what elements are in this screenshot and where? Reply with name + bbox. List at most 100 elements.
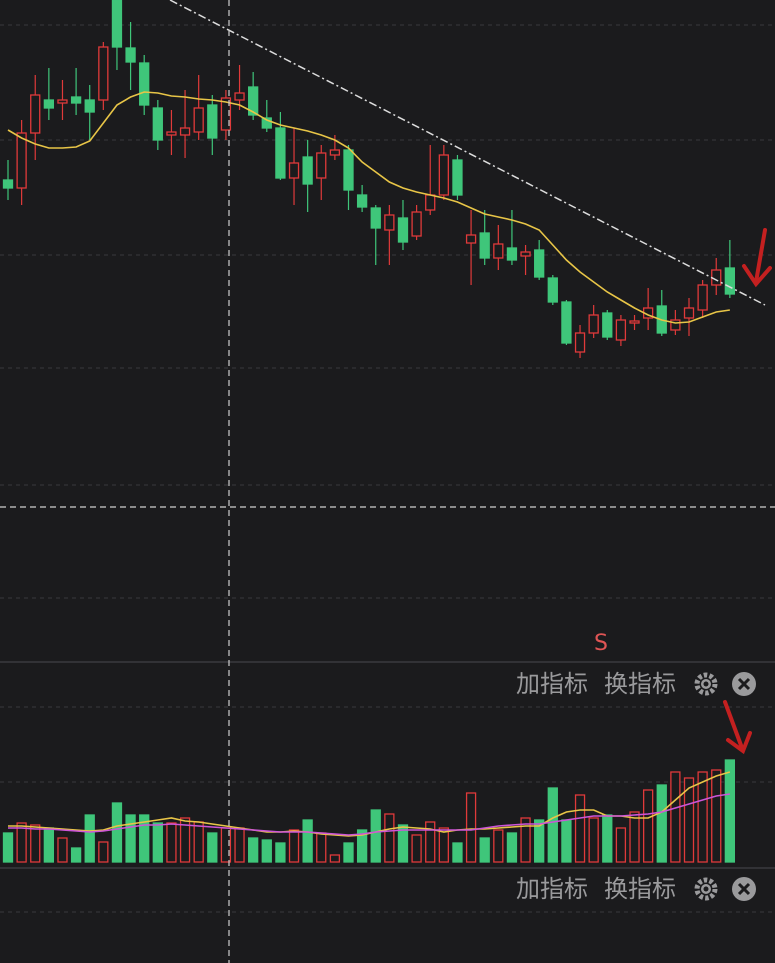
candle-body (70, 96, 82, 104)
switch-indicator-button[interactable]: 换指标 (604, 670, 676, 698)
volume-bar (30, 824, 41, 863)
volume-bar (57, 837, 68, 863)
candle-body (711, 269, 722, 286)
volume-bar (84, 814, 95, 863)
volume-bar (43, 827, 55, 863)
grid (0, 24, 775, 913)
volume-bar (125, 814, 136, 863)
add-indicator-button[interactable]: 加指标 (516, 670, 588, 698)
volume-bar (193, 821, 204, 863)
settings-button[interactable] (694, 877, 718, 901)
volume-bar (384, 813, 395, 863)
candle-body (465, 234, 477, 244)
volume-bar (561, 819, 572, 863)
volume-bar (179, 817, 191, 863)
candle-body (411, 211, 422, 237)
arrow (723, 228, 772, 755)
volume-bar (534, 819, 545, 863)
volume-bar (275, 842, 286, 863)
indicator-toolbar: 加指标 换指标 (516, 670, 756, 698)
candle-body (561, 301, 572, 344)
volume-bar (629, 811, 640, 863)
candle-body (316, 152, 327, 179)
candle-body (493, 243, 504, 259)
candle-body (275, 127, 286, 179)
candle-body (207, 104, 218, 139)
volume-bar (425, 821, 436, 863)
candle-body (193, 107, 204, 133)
candle-body (425, 194, 436, 211)
candle-body (248, 86, 259, 116)
candle-body (43, 99, 55, 109)
volume-bar (438, 827, 449, 863)
volume-bar (98, 841, 109, 863)
candle-body (125, 47, 136, 63)
volume-bar (547, 787, 558, 863)
candle-body (2, 179, 14, 189)
candle-body (670, 319, 681, 331)
volume-bar (234, 827, 245, 863)
plot (2, 0, 736, 863)
candle-body (179, 127, 191, 136)
volume-bar (329, 854, 341, 863)
volume-bar (370, 809, 381, 863)
volume-bar (261, 839, 272, 863)
volume-bar (16, 822, 27, 863)
candle-body (16, 132, 27, 189)
volume-bar (602, 814, 613, 863)
candle-body (602, 312, 613, 338)
indicator-toolbar: 加指标 换指标 (516, 875, 756, 903)
candle-body (139, 62, 150, 106)
candle-body (152, 107, 163, 141)
candle-body (356, 194, 368, 208)
volume-bar (656, 784, 667, 863)
candle-body (506, 247, 518, 261)
settings-button[interactable] (694, 672, 718, 696)
candle-body (574, 332, 586, 353)
candle-body (261, 117, 272, 129)
candle-body (683, 307, 695, 319)
switch-indicator-button[interactable]: 换指标 (604, 875, 676, 903)
candle-body (302, 156, 313, 185)
candle-body (343, 149, 354, 191)
candle-body (370, 207, 381, 229)
candle-body (30, 94, 41, 134)
candle-body (84, 99, 95, 113)
volume-bar (465, 792, 477, 863)
volume-bar (248, 837, 259, 863)
candle-body (724, 267, 736, 295)
volume-bar (288, 829, 300, 863)
close-button[interactable] (732, 877, 756, 901)
volume-bar (642, 789, 654, 863)
candle-body (697, 284, 708, 311)
candle-body (588, 314, 599, 334)
candle-body (629, 320, 640, 324)
volume-bar (111, 802, 123, 863)
volume-bar (343, 842, 354, 863)
volume-bar (724, 759, 736, 863)
volume-bar (493, 829, 504, 863)
add-indicator-button[interactable]: 加指标 (516, 875, 588, 903)
candle-body (547, 277, 558, 303)
candle-body (166, 131, 177, 136)
candle-body (438, 154, 449, 196)
candle-body (57, 99, 68, 104)
candle-body (98, 46, 109, 101)
volume-bar (615, 827, 627, 863)
volume-bar (397, 824, 409, 863)
volume-bar (2, 832, 14, 863)
volume-bar (697, 771, 708, 863)
moving-average-line (7, 91, 730, 324)
moving-average-line (8, 793, 730, 836)
volume-bar (506, 832, 518, 863)
volume-bar (411, 834, 422, 863)
volume-bar (574, 794, 586, 863)
close-button[interactable] (732, 672, 756, 696)
volume-bar (479, 837, 490, 863)
volume-bar (152, 822, 163, 863)
candle-body (397, 217, 409, 243)
volume-bar (316, 832, 327, 863)
signal-label: S (594, 631, 608, 656)
volume-bar (139, 814, 150, 863)
candle-body (329, 149, 341, 156)
